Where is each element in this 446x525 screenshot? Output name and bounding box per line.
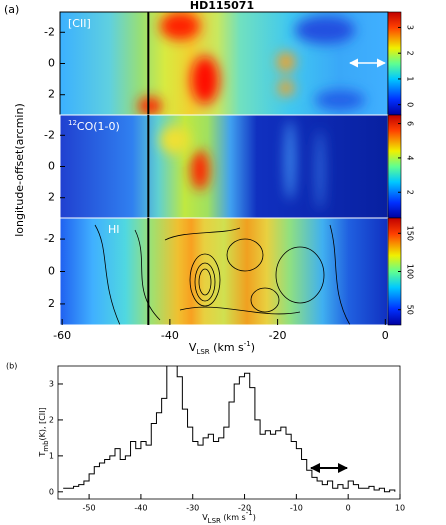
colorbar-tick-label: 100 bbox=[406, 264, 415, 279]
colorbar-tick-label: 50 bbox=[406, 305, 415, 315]
axis-label: VLSR (km s-1) bbox=[189, 340, 255, 356]
axis-label: [CII] bbox=[68, 17, 91, 30]
plot-frame bbox=[57, 365, 401, 500]
y-axis-label: longitude-offset(arcmin) bbox=[13, 103, 26, 237]
colorbar-tick-label: 3 bbox=[406, 25, 415, 30]
y-tick-label: 2 bbox=[48, 191, 55, 204]
y-tick-label: 3 bbox=[49, 379, 54, 388]
label-part: T bbox=[38, 452, 47, 458]
y-tick-label: 0 bbox=[49, 487, 54, 496]
colorbar-tick-label: 150 bbox=[406, 226, 415, 241]
label-part: [CII] bbox=[68, 17, 91, 30]
y-tick-label: 2 bbox=[48, 88, 55, 101]
label-part: ) bbox=[251, 341, 255, 354]
x-tick-label: -40 bbox=[134, 504, 147, 513]
spectrum-line bbox=[63, 366, 396, 493]
label-part: mb bbox=[42, 440, 50, 452]
colorbar-tick-label: 4 bbox=[406, 155, 415, 160]
axis-label: Tmb(K), [CII] bbox=[38, 407, 51, 457]
hi-map bbox=[60, 218, 388, 325]
y-tick-label: 2 bbox=[48, 297, 55, 310]
y-tick-label: 1 bbox=[49, 451, 54, 460]
colorbar bbox=[387, 114, 402, 219]
label-part: V bbox=[202, 513, 208, 522]
label-part: -1 bbox=[244, 340, 251, 348]
y-tick-label: 0 bbox=[48, 265, 55, 278]
x-tick-label: -10 bbox=[290, 504, 303, 513]
axis-label: HI bbox=[108, 223, 120, 236]
axis-label: VLSR (km s-1) bbox=[202, 509, 256, 525]
y-tick-label: 0 bbox=[48, 57, 55, 70]
panel-label: (b) bbox=[6, 362, 17, 371]
axis-label: 12CO(1-0) bbox=[68, 119, 120, 133]
x-tick-label: 0 bbox=[346, 504, 351, 513]
label-part: ) bbox=[253, 513, 256, 522]
label-part: HI bbox=[108, 223, 120, 236]
label-part: LSR bbox=[208, 517, 221, 525]
overlay bbox=[310, 58, 386, 473]
label-part: 12 bbox=[68, 119, 77, 127]
panel-label: (a) bbox=[4, 3, 19, 16]
colorbar-tick-label: 1 bbox=[406, 76, 415, 81]
colorbar-tick-label: 2 bbox=[406, 190, 415, 195]
label-part: (km s bbox=[210, 341, 244, 354]
x-tick-label: -40 bbox=[161, 329, 179, 342]
x-tick-label: 0 bbox=[382, 329, 389, 342]
y-tick-label: 0 bbox=[48, 160, 55, 173]
label-part: V bbox=[189, 341, 197, 354]
label-part: LSR bbox=[196, 348, 209, 356]
label-part: -1 bbox=[246, 509, 253, 517]
x-tick-label: -20 bbox=[269, 329, 287, 342]
x-tick-label: -60 bbox=[53, 329, 71, 342]
y-tick-label: -2 bbox=[44, 128, 55, 141]
label-part: CO(1-0) bbox=[77, 120, 120, 133]
y-tick-label: -2 bbox=[44, 25, 55, 38]
y-tick-label: 2 bbox=[49, 415, 54, 424]
label-part: (K), [CII] bbox=[38, 407, 47, 440]
label-part: (km s bbox=[221, 513, 246, 522]
colorbar-tick-label: 6 bbox=[406, 121, 415, 126]
x-tick-label: -30 bbox=[186, 504, 199, 513]
x-tick-label: -50 bbox=[83, 504, 96, 513]
colorbar-tick-label: 0 bbox=[406, 102, 415, 107]
co-map bbox=[60, 115, 388, 218]
chart-title: HD115071 bbox=[190, 0, 254, 12]
cii-map bbox=[60, 12, 388, 115]
colorbar-tick-label: 2 bbox=[406, 51, 415, 56]
x-tick-label: -20 bbox=[238, 504, 251, 513]
x-tick-label: 10 bbox=[395, 504, 405, 513]
y-tick-label: -2 bbox=[44, 232, 55, 245]
